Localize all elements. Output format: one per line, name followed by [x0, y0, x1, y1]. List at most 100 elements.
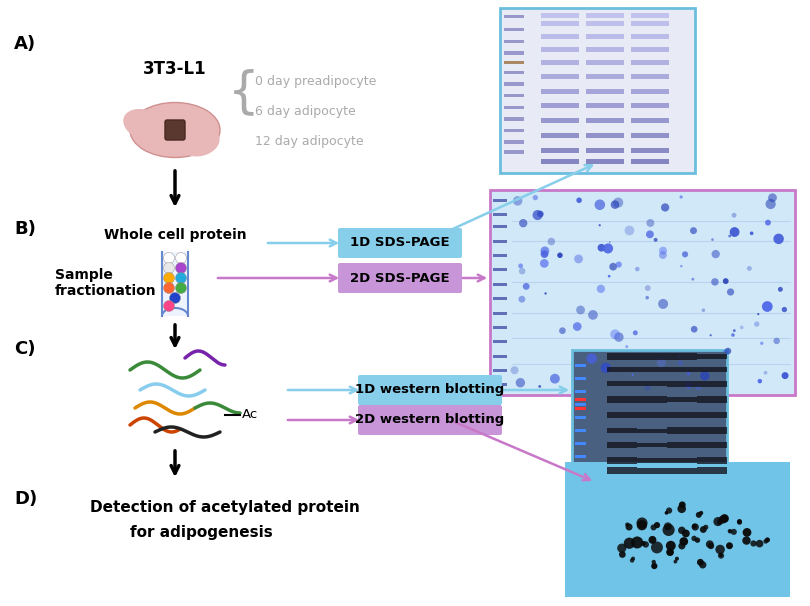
Bar [697, 442, 727, 448]
Bar [586, 133, 624, 138]
Circle shape [765, 538, 770, 542]
Text: 3T3-L1: 3T3-L1 [143, 60, 207, 78]
Circle shape [682, 530, 690, 538]
Circle shape [164, 262, 174, 273]
Circle shape [778, 287, 782, 291]
Circle shape [723, 350, 726, 352]
Bar [586, 104, 624, 108]
Bar [631, 148, 669, 153]
Circle shape [610, 330, 620, 339]
Text: {: { [228, 68, 260, 116]
Bar [637, 381, 667, 387]
Bar [541, 118, 579, 123]
Circle shape [703, 525, 709, 530]
Circle shape [692, 278, 694, 281]
Circle shape [711, 250, 720, 258]
Bar [493, 240, 507, 243]
Circle shape [659, 247, 667, 255]
Bar [493, 340, 507, 343]
Bar [565, 462, 790, 597]
Circle shape [630, 558, 634, 563]
Bar [493, 213, 507, 216]
Circle shape [664, 522, 671, 530]
Circle shape [678, 356, 680, 358]
Text: for adipogenesis: for adipogenesis [130, 525, 273, 540]
Circle shape [675, 557, 679, 561]
Circle shape [597, 285, 605, 293]
Bar [607, 353, 637, 359]
Bar [586, 74, 624, 79]
Circle shape [586, 353, 597, 364]
Bar [541, 88, 579, 93]
Bar [637, 468, 667, 474]
Bar [667, 458, 697, 463]
Circle shape [710, 334, 712, 336]
Bar [586, 118, 624, 123]
Text: 2D western blotting: 2D western blotting [356, 413, 505, 427]
Bar [493, 254, 507, 257]
Bar [607, 381, 637, 386]
Circle shape [645, 285, 650, 291]
Bar [637, 353, 667, 359]
Bar [607, 396, 637, 402]
FancyBboxPatch shape [358, 405, 502, 435]
Bar [631, 13, 669, 18]
Circle shape [763, 539, 768, 544]
Circle shape [715, 545, 725, 554]
Circle shape [519, 268, 526, 275]
Bar [637, 411, 667, 418]
Bar [572, 350, 727, 480]
Circle shape [691, 326, 697, 333]
Circle shape [539, 385, 541, 388]
Bar [586, 61, 624, 65]
Circle shape [765, 220, 771, 225]
Circle shape [757, 313, 759, 315]
Text: Detection of acetylated protein: Detection of acetylated protein [90, 500, 360, 515]
Circle shape [692, 536, 697, 541]
Bar [631, 47, 669, 52]
Circle shape [750, 541, 757, 547]
Circle shape [631, 556, 635, 561]
FancyBboxPatch shape [338, 263, 462, 293]
Circle shape [706, 541, 714, 548]
Circle shape [756, 540, 763, 547]
Circle shape [599, 224, 601, 227]
Circle shape [782, 307, 787, 312]
Bar [586, 159, 624, 164]
Circle shape [516, 378, 525, 387]
Circle shape [642, 541, 649, 548]
Text: Whole cell protein: Whole cell protein [104, 228, 246, 242]
Bar [541, 159, 579, 164]
Circle shape [169, 293, 181, 304]
Bar [575, 390, 586, 393]
Circle shape [598, 244, 605, 251]
Bar [631, 118, 669, 123]
Circle shape [654, 522, 660, 528]
Circle shape [711, 278, 718, 285]
Text: A): A) [14, 35, 36, 53]
Circle shape [635, 267, 640, 271]
Ellipse shape [130, 102, 220, 158]
Bar [504, 140, 524, 144]
Circle shape [718, 516, 727, 524]
Circle shape [765, 199, 776, 209]
Bar [631, 74, 669, 79]
Bar [607, 412, 637, 418]
Bar [504, 117, 524, 121]
Circle shape [754, 321, 760, 327]
Circle shape [673, 560, 677, 564]
Bar [504, 28, 524, 32]
Circle shape [576, 305, 585, 315]
Circle shape [176, 282, 186, 293]
Circle shape [544, 292, 547, 295]
Circle shape [708, 543, 714, 549]
Circle shape [685, 381, 693, 388]
Bar [607, 428, 637, 433]
Bar [697, 411, 727, 419]
Circle shape [645, 385, 650, 391]
Circle shape [624, 538, 635, 549]
Bar [493, 311, 507, 315]
Circle shape [608, 275, 611, 278]
Circle shape [632, 373, 634, 376]
Circle shape [164, 253, 174, 264]
